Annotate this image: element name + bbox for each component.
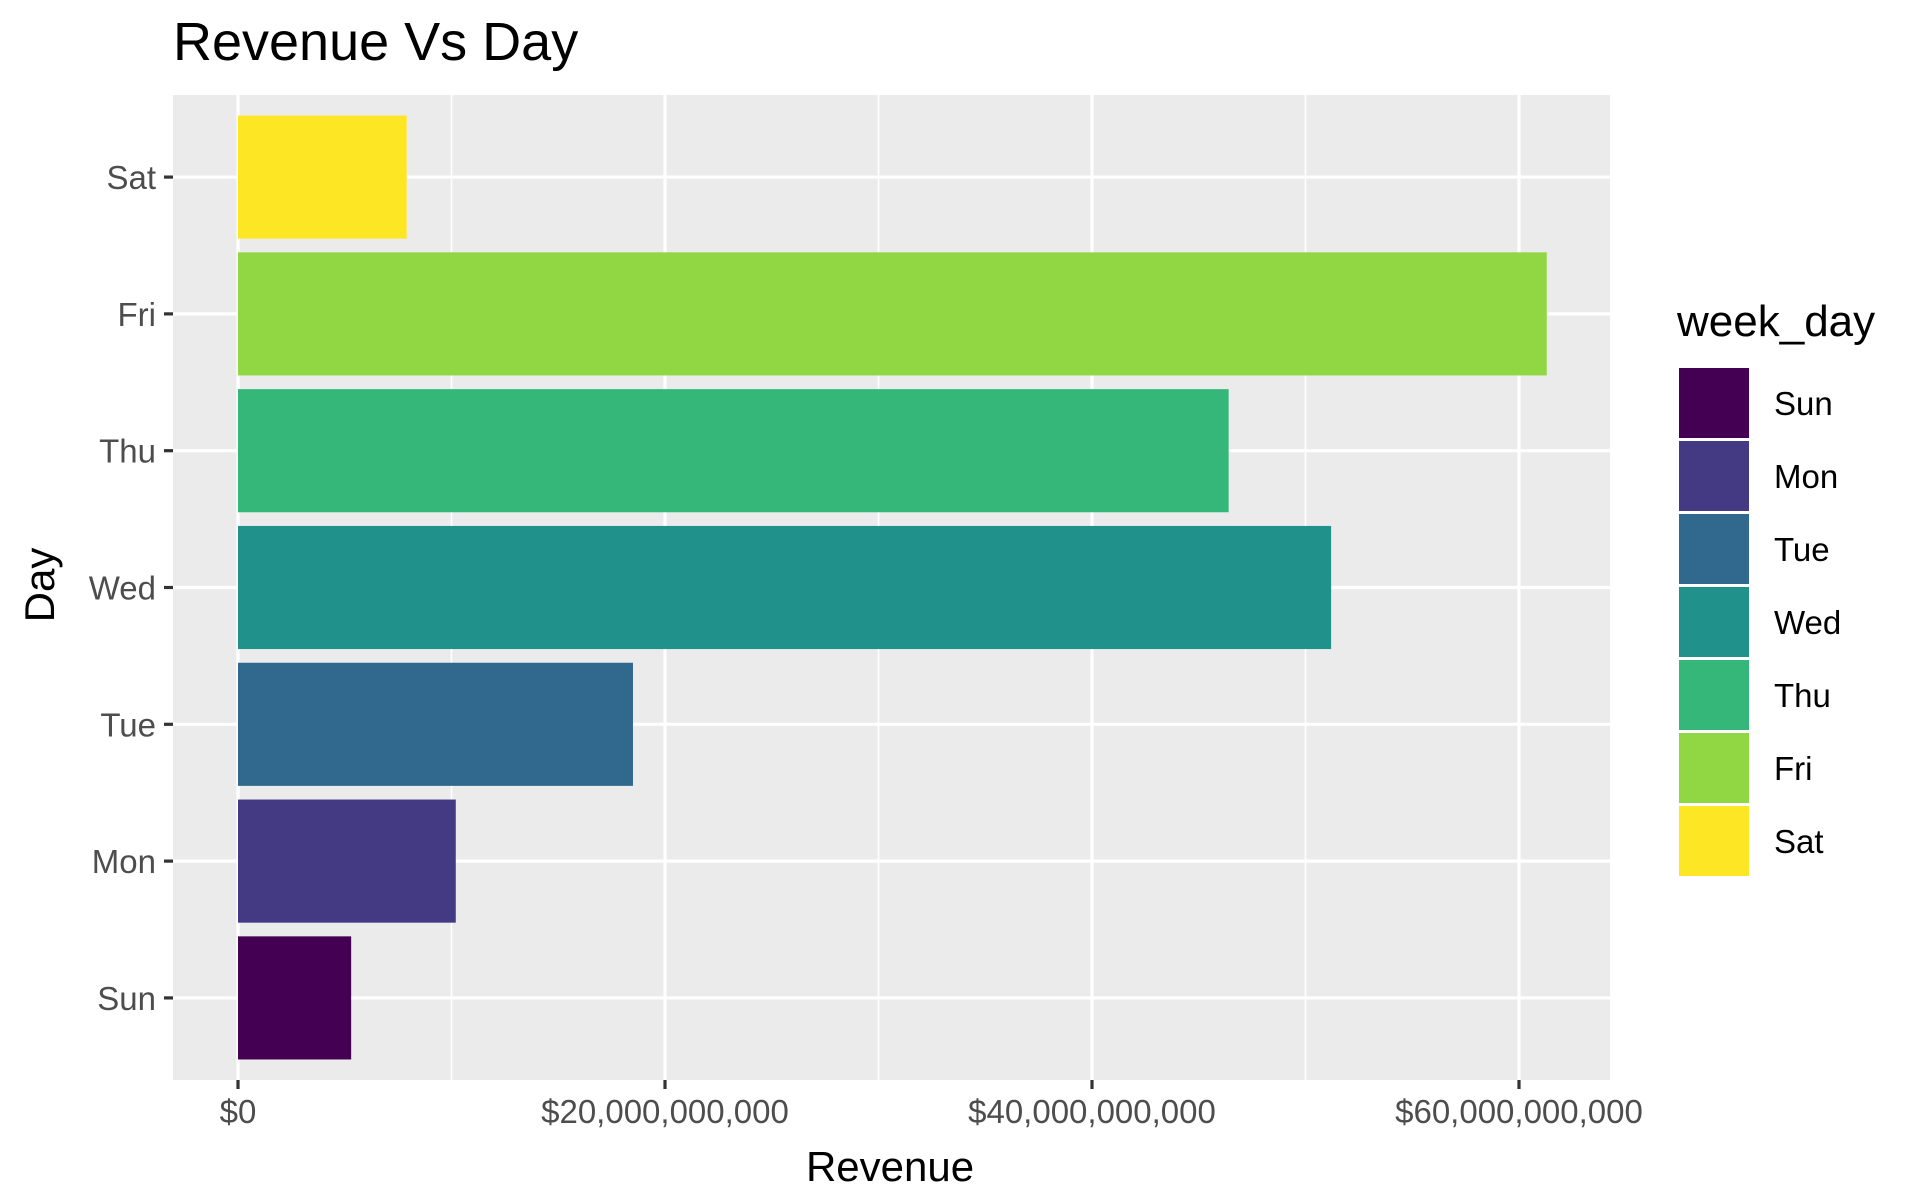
bar-mon [238, 799, 456, 923]
chart-title: Revenue Vs Day [173, 12, 578, 72]
y-tick-label: Sun [97, 980, 156, 1017]
x-axis: $0 $20,000,000,000 $40,000,000,000 $60,000,… [220, 1080, 1643, 1130]
legend-key-tue [1679, 514, 1749, 584]
bar-sat [238, 115, 407, 239]
x-tick-label: $60,000,000,000 [1395, 1093, 1643, 1130]
y-axis: Sun Mon Tue Wed Thu Fri Sat [89, 159, 173, 1017]
bar-wed [238, 525, 1332, 650]
y-axis-title: Day [16, 548, 63, 623]
y-tick-label: Wed [89, 570, 156, 607]
y-tick-label: Sat [106, 159, 156, 196]
bars [238, 115, 1547, 1060]
x-tick-label: $0 [220, 1093, 257, 1130]
bar-fri [238, 252, 1547, 376]
legend-label: Sat [1774, 823, 1824, 860]
legend-key-mon [1679, 441, 1749, 511]
bar-sun [238, 936, 352, 1060]
y-tick-label: Thu [99, 433, 156, 470]
y-tick-label: Mon [92, 843, 156, 880]
x-tick-label: $40,000,000,000 [968, 1093, 1216, 1130]
legend-key-sun [1679, 368, 1749, 438]
legend-label: Sun [1774, 385, 1833, 422]
bar-tue [238, 662, 633, 786]
legend-label: Mon [1774, 458, 1838, 495]
legend-key-sat [1679, 806, 1749, 876]
legend-label: Fri [1774, 750, 1812, 787]
legend-label: Tue [1774, 531, 1830, 568]
legend-key-thu [1679, 660, 1749, 730]
bar-thu [238, 389, 1229, 513]
legend-label: Thu [1774, 677, 1831, 714]
y-tick-label: Tue [100, 706, 156, 743]
x-axis-title: Revenue [806, 1143, 974, 1190]
legend-key-fri [1679, 733, 1749, 803]
legend: week_day Sun Mon Tue Wed Thu Fri Sat [1676, 297, 1875, 876]
y-tick-label: Fri [118, 296, 156, 333]
legend-key-wed [1679, 587, 1749, 657]
legend-title: week_day [1676, 297, 1875, 346]
legend-label: Wed [1774, 604, 1841, 641]
x-tick-label: $20,000,000,000 [541, 1093, 789, 1130]
